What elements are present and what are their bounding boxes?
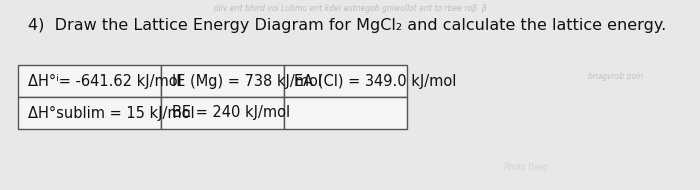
Text: ΔH°sublim = 15 kJ/mol: ΔH°sublim = 15 kJ/mol: [29, 105, 195, 120]
Text: BE = 240 kJ/mol: BE = 240 kJ/mol: [172, 105, 290, 120]
Bar: [18, 97, 162, 129]
Bar: [162, 97, 284, 129]
Bar: [18, 65, 162, 97]
Bar: [284, 65, 407, 97]
Text: Photo Dasg: Photo Dasg: [504, 163, 547, 172]
Text: IE (Mg) = 738 kJ/mol: IE (Mg) = 738 kJ/mol: [172, 74, 322, 89]
Bar: [284, 97, 407, 129]
Bar: [162, 65, 284, 97]
Text: oliv erit bhird voi Lubmo erit kdel autnegob gniwollot erit to rbee roβ  β: oliv erit bhird voi Lubmo erit kdel autn…: [214, 4, 486, 13]
Text: ΔH°ⁱ= -641.62 kJ/mol: ΔH°ⁱ= -641.62 kJ/mol: [29, 74, 182, 89]
Text: bnagvrob poin: bnagvrob poin: [589, 72, 643, 81]
Text: 4)  Draw the Lattice Energy Diagram for MgCl₂ and calculate the lattice energy.: 4) Draw the Lattice Energy Diagram for M…: [28, 18, 666, 33]
Text: EA (Cl) = 349.0 kJ/mol: EA (Cl) = 349.0 kJ/mol: [295, 74, 457, 89]
